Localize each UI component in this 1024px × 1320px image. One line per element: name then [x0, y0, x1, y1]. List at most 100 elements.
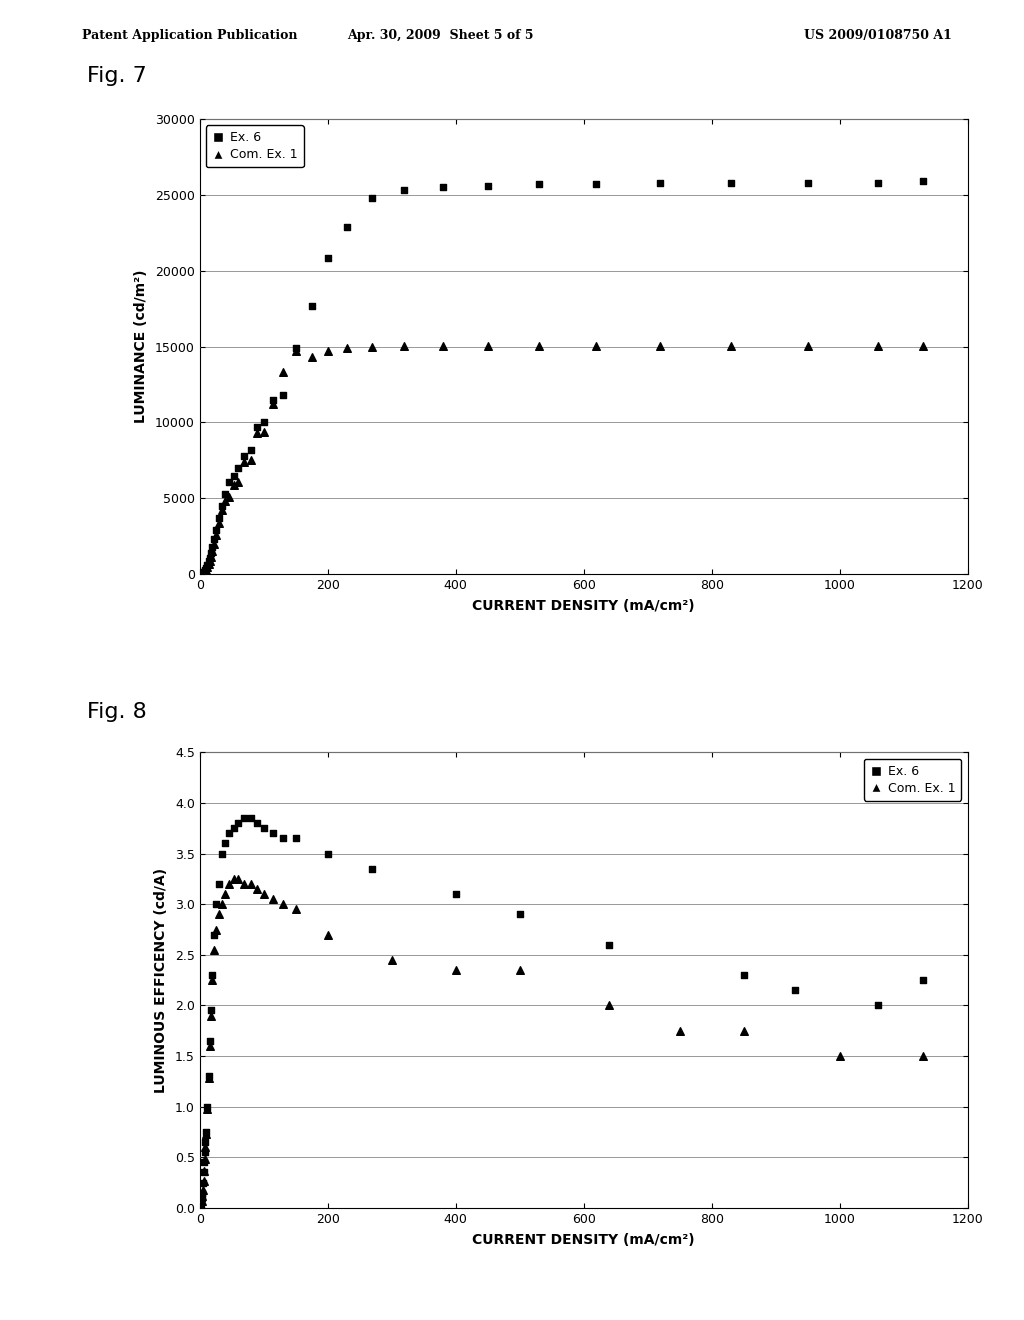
Point	[198, 1123, 214, 1144]
Point	[196, 1162, 212, 1183]
Point	[195, 1185, 211, 1206]
Point	[205, 536, 221, 557]
Point	[201, 554, 217, 576]
Point	[249, 879, 265, 900]
Point	[512, 960, 528, 981]
Text: Patent Application Publication: Patent Application Publication	[82, 29, 297, 42]
Point	[319, 341, 336, 362]
Point	[274, 828, 291, 849]
Point	[319, 924, 336, 945]
Point	[265, 393, 282, 414]
Point	[447, 960, 464, 981]
Point	[211, 874, 227, 895]
Point	[265, 822, 282, 843]
Point	[199, 1096, 216, 1117]
Point	[265, 389, 282, 411]
Point	[249, 813, 265, 834]
Point	[211, 507, 227, 528]
Point	[303, 347, 319, 368]
Point	[249, 416, 265, 437]
Point	[274, 384, 291, 405]
Text: Fig. 7: Fig. 7	[87, 66, 146, 86]
Text: Fig. 8: Fig. 8	[87, 702, 146, 722]
Y-axis label: LUMINANCE (cd/m²): LUMINANCE (cd/m²)	[134, 269, 148, 424]
Point	[256, 412, 272, 433]
Point	[434, 177, 451, 198]
Point	[447, 883, 464, 904]
Point	[201, 1068, 217, 1089]
Point	[237, 445, 253, 466]
Point	[365, 858, 381, 879]
Point	[365, 337, 381, 358]
Point	[229, 471, 247, 492]
Point	[197, 561, 213, 582]
Point	[237, 808, 253, 829]
Point	[206, 529, 222, 550]
Point	[256, 817, 272, 840]
Point	[208, 894, 224, 915]
Point	[786, 979, 803, 1001]
Point	[243, 450, 259, 471]
Point	[319, 248, 336, 269]
Point	[225, 465, 242, 486]
Point	[434, 335, 451, 356]
Point	[194, 1187, 210, 1208]
Point	[225, 817, 242, 840]
Point	[225, 869, 242, 890]
Point	[221, 822, 238, 843]
Point	[652, 172, 669, 193]
X-axis label: CURRENT DENSITY (mA/cm²): CURRENT DENSITY (mA/cm²)	[472, 1233, 695, 1246]
Point	[208, 520, 224, 541]
Point	[208, 524, 224, 545]
Point	[205, 541, 221, 562]
Point	[265, 888, 282, 909]
Point	[588, 173, 604, 194]
Point	[479, 335, 496, 356]
Point	[225, 474, 242, 495]
Point	[206, 924, 222, 945]
Point	[800, 172, 816, 193]
Point	[193, 1192, 209, 1213]
Point	[195, 1172, 211, 1193]
Legend: Ex. 6, Com. Ex. 1: Ex. 6, Com. Ex. 1	[206, 125, 303, 168]
Point	[735, 1020, 752, 1041]
Point	[199, 554, 216, 576]
Point	[194, 564, 210, 585]
Point	[202, 550, 218, 572]
Point	[193, 564, 209, 585]
Point	[194, 1191, 210, 1212]
Point	[202, 1035, 218, 1056]
Point	[652, 335, 669, 356]
Point	[256, 421, 272, 442]
Point	[274, 362, 291, 383]
Point	[195, 1183, 211, 1204]
Point	[205, 965, 221, 986]
Point	[195, 564, 211, 585]
Point	[205, 969, 221, 990]
Point	[195, 564, 211, 585]
Point	[217, 833, 233, 854]
Point	[196, 561, 212, 582]
Point	[217, 491, 233, 512]
Point	[203, 1001, 219, 1022]
Point	[396, 180, 413, 201]
Point	[198, 560, 214, 581]
Legend: Ex. 6, Com. Ex. 1: Ex. 6, Com. Ex. 1	[864, 759, 962, 801]
Point	[256, 883, 272, 904]
Point	[193, 1195, 209, 1216]
Point	[197, 1142, 213, 1163]
Point	[914, 969, 931, 990]
Point	[195, 562, 211, 583]
Point	[243, 874, 259, 895]
Point	[274, 894, 291, 915]
Point	[288, 338, 304, 359]
Point	[237, 451, 253, 473]
Point	[203, 1005, 219, 1026]
Point	[201, 1065, 217, 1086]
Point	[319, 843, 336, 865]
Point	[831, 1045, 848, 1067]
Point	[197, 1148, 213, 1170]
Point	[229, 813, 247, 834]
Point	[196, 562, 212, 583]
Point	[211, 512, 227, 533]
